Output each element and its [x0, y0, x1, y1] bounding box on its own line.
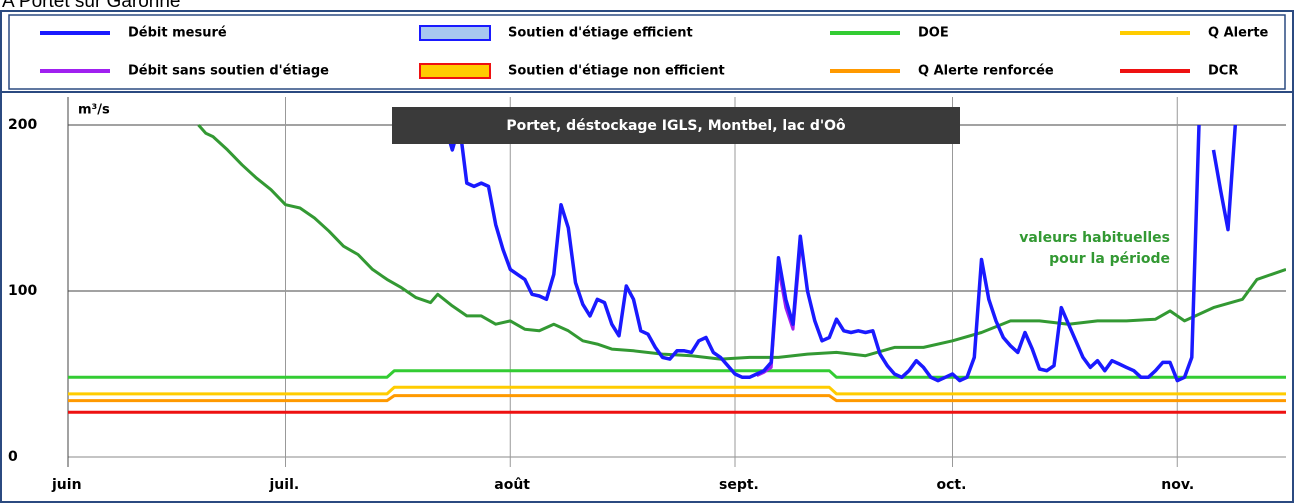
series-line — [443, 123, 1201, 383]
x-tick-label: juin — [51, 477, 82, 493]
legend-label: Débit sans soutien d'étiage — [128, 64, 329, 79]
x-tick-label: nov. — [1161, 477, 1194, 493]
legend-label: Débit mesuré — [128, 26, 227, 41]
y-unit: m³/s — [78, 103, 110, 118]
series-line — [68, 369, 1286, 379]
x-tick-label: sept. — [719, 477, 759, 493]
x-tick-label: oct. — [937, 477, 967, 493]
annotation: valeurs habituelles — [1019, 230, 1170, 246]
legend-box — [8, 14, 1286, 90]
y-tick-label: 200 — [8, 117, 37, 133]
legend-label: DCR — [1208, 64, 1238, 79]
x-tick-label: juil. — [269, 477, 300, 493]
y-tick-label: 0 — [8, 449, 18, 465]
series-line — [197, 124, 1286, 361]
legend-swatch — [419, 25, 491, 41]
legend-swatch — [419, 63, 491, 79]
legend-label: DOE — [918, 26, 949, 41]
annotation: pour la période — [1049, 251, 1170, 267]
series-line — [68, 385, 1286, 396]
series-line — [68, 394, 1286, 403]
legend-label: Soutien d'étiage non efficient — [508, 64, 725, 79]
annotation-box-text: Portet, déstockage IGLS, Montbel, lac d'… — [506, 118, 846, 134]
legend-label: Q Alerte — [1208, 26, 1269, 41]
annotation-box — [392, 107, 960, 144]
legend-label: Q Alerte renforcée — [918, 64, 1054, 79]
legend-label: Soutien d'étiage efficient — [508, 26, 693, 41]
x-tick-label: août — [494, 477, 530, 493]
series-line — [1211, 124, 1238, 232]
chart-title: A Portet sur Garonne — [2, 0, 181, 12]
y-tick-label: 100 — [8, 283, 37, 299]
